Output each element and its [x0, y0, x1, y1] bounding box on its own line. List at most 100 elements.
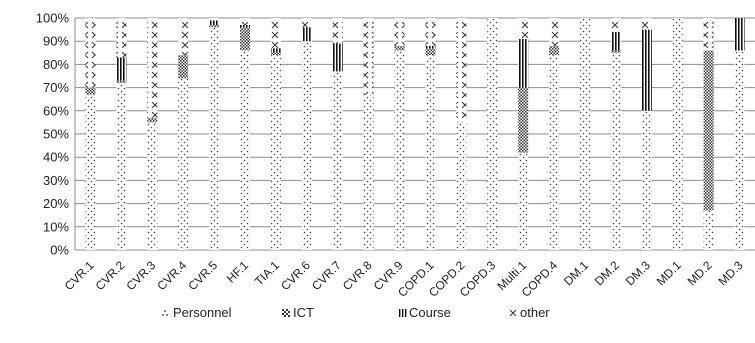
- bar-segment-ict: [394, 45, 405, 51]
- bar-segment-course: [518, 38, 529, 88]
- bar-segment-other: [270, 18, 281, 49]
- bar-segment-personnel: [178, 78, 189, 250]
- bar-segment-course: [209, 20, 220, 25]
- x-tick-label: MD.3: [715, 258, 745, 288]
- bar-segment-other: [301, 18, 312, 28]
- x-tick-label: DM.1: [561, 258, 591, 288]
- bar-segment-other: [363, 18, 374, 95]
- bar-segment-personnel: [147, 122, 158, 250]
- bar-segment-other: [641, 18, 652, 30]
- bar-segment-ict: [116, 80, 127, 83]
- y-tick-label: 50%: [43, 127, 69, 142]
- bar-segment-other: [456, 18, 467, 123]
- x-tick-label: CVR.7: [309, 258, 344, 293]
- bar-segment-ict: [518, 87, 529, 153]
- bar-segment-personnel: [240, 50, 250, 251]
- bar-segment-ict: [178, 55, 189, 79]
- bar-segment-other: [240, 18, 250, 25]
- bar-segment-other: [610, 18, 621, 32]
- y-tick-label: 20%: [43, 196, 69, 211]
- bar-segment-personnel: [641, 110, 652, 250]
- y-tick-label: 30%: [43, 173, 69, 188]
- x-tick-label: HF.1: [224, 258, 252, 286]
- bar-segment-course: [240, 24, 250, 28]
- bar-segment-course: [270, 48, 281, 53]
- y-tick-label: 100%: [36, 11, 70, 26]
- bar-segment-personnel: [116, 82, 127, 251]
- bar-segment-personnel: [363, 94, 374, 250]
- bar-segment-personnel: [703, 210, 714, 250]
- bar-segment-personnel: [734, 50, 745, 251]
- bar-segment-personnel: [610, 52, 621, 250]
- legend-marker-ict: [282, 309, 290, 317]
- y-tick-label: 0%: [50, 243, 69, 258]
- legend-label: other: [520, 305, 550, 320]
- bar-segment-ict: [209, 24, 220, 28]
- x-tick-label: MD.2: [685, 258, 715, 288]
- bar-segment-ict: [549, 45, 560, 56]
- bar-segment-course: [610, 31, 621, 51]
- bar-segment-personnel: [549, 55, 560, 251]
- legend-marker-personnel: [162, 310, 168, 316]
- bar-segment-ict: [270, 52, 281, 56]
- bar-segment-personnel: [85, 94, 96, 250]
- legend-label: ICT: [293, 305, 314, 320]
- bar-segment-other: [518, 18, 529, 39]
- y-tick-label: 60%: [43, 103, 69, 118]
- bar-segment-ict: [610, 50, 621, 53]
- bar-segment-other: [209, 18, 220, 21]
- bar-segment-other: [703, 18, 714, 51]
- bar-segment-other: [549, 18, 560, 46]
- x-tick-label: CVR.2: [93, 258, 128, 293]
- legend: Personnel ICT Course other: [162, 305, 550, 320]
- y-tick-label: 70%: [43, 80, 69, 95]
- bar-segment-personnel: [394, 50, 405, 251]
- bar-segment-personnel: [209, 27, 220, 251]
- bar-group: [85, 18, 745, 251]
- bar-segment-other: [116, 18, 127, 58]
- bar-segment-ict: [147, 117, 158, 123]
- x-tick-label: DM.3: [623, 258, 653, 288]
- bar-segment-personnel: [425, 55, 436, 251]
- bar-segment-other: [85, 18, 96, 88]
- y-axis-tick-labels: 0% 10% 20% 30% 40% 50% 60% 70% 80% 90% 100%: [36, 11, 70, 258]
- bar-segment-course: [116, 57, 127, 81]
- y-tick-label: 90%: [43, 34, 69, 49]
- legend-label: Personnel: [173, 305, 232, 320]
- bar-segment-personnel: [580, 18, 590, 250]
- legend-marker-other: [509, 309, 517, 317]
- bar-segment-course: [301, 27, 312, 42]
- x-tick-label: CVR.5: [185, 258, 220, 293]
- x-tick-label: MD.1: [654, 258, 684, 288]
- x-tick-label: CVR.8: [340, 258, 375, 293]
- x-tick-label: CVR.6: [278, 258, 313, 293]
- bar-segment-other: [178, 18, 189, 56]
- bar-segment-ict: [240, 27, 250, 51]
- bar-segment-ict: [85, 87, 96, 95]
- bar-segment-course: [332, 43, 343, 72]
- bar-segment-other: [425, 18, 436, 46]
- x-tick-label: CVR.4: [154, 258, 189, 293]
- bar-segment-other: [332, 18, 343, 44]
- y-tick-label: 10%: [43, 219, 69, 234]
- legend-label: Course: [409, 305, 451, 320]
- legend-marker-course: [399, 309, 407, 317]
- bar-segment-ict: [425, 48, 436, 56]
- bar-segment-course: [734, 18, 745, 51]
- x-tick-label: CVR.3: [124, 258, 159, 293]
- bar-segment-personnel: [672, 18, 683, 250]
- bar-segment-other: [147, 18, 158, 118]
- y-tick-label: 40%: [43, 150, 69, 165]
- gridlines: [74, 17, 755, 251]
- bar-segment-course: [641, 29, 652, 111]
- bar-segment-course: [425, 45, 436, 49]
- y-tick-label: 80%: [43, 57, 69, 72]
- bar-segment-personnel: [270, 55, 281, 251]
- bar-segment-personnel: [456, 122, 467, 250]
- bar-segment-personnel: [332, 71, 343, 250]
- x-tick-label: DM.2: [592, 258, 622, 288]
- x-tick-label: CVR.1: [62, 258, 97, 293]
- bar-segment-personnel: [301, 41, 312, 251]
